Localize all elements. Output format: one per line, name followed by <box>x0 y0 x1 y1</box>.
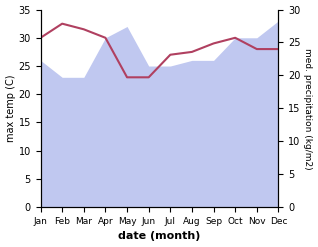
Y-axis label: max temp (C): max temp (C) <box>5 75 16 142</box>
Y-axis label: med. precipitation (kg/m2): med. precipitation (kg/m2) <box>303 48 313 169</box>
X-axis label: date (month): date (month) <box>118 231 201 242</box>
